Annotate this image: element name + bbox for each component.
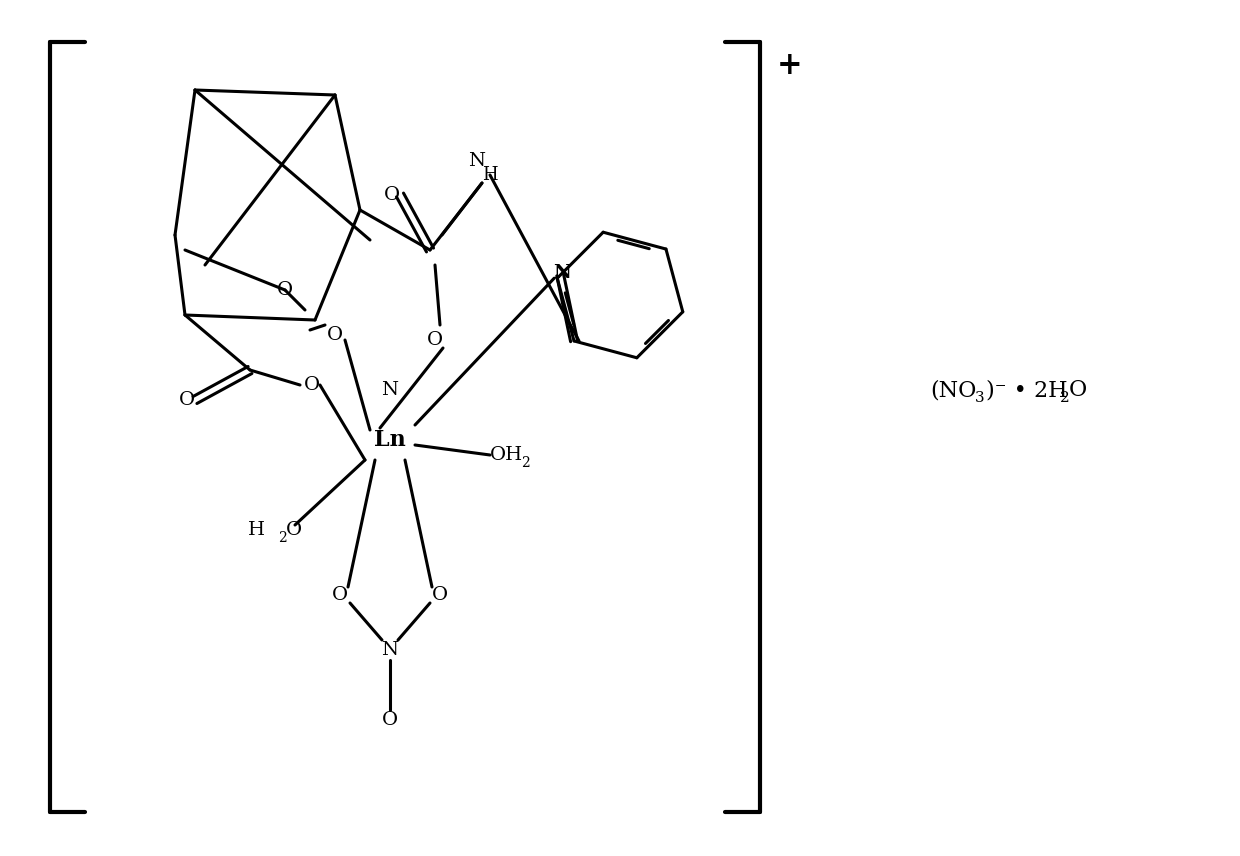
Text: (NO: (NO: [930, 379, 976, 401]
Text: O: O: [1069, 379, 1087, 401]
Text: O: O: [432, 586, 448, 604]
Text: )⁻ • 2H: )⁻ • 2H: [986, 379, 1068, 401]
Text: H: H: [248, 521, 265, 539]
Text: 2: 2: [1060, 391, 1070, 405]
Text: 2: 2: [521, 456, 529, 470]
Text: H: H: [482, 166, 497, 184]
Text: +: +: [777, 50, 802, 80]
Text: OH: OH: [490, 446, 523, 464]
Text: O: O: [277, 281, 293, 299]
Text: O: O: [286, 521, 303, 539]
Text: N: N: [469, 152, 486, 170]
Text: O: O: [384, 186, 401, 204]
Text: 2: 2: [278, 531, 286, 545]
Text: O: O: [427, 331, 443, 349]
Text: N: N: [553, 265, 572, 282]
Text: O: O: [332, 586, 348, 604]
Text: 3: 3: [975, 391, 985, 405]
Text: O: O: [382, 711, 398, 729]
Text: O: O: [327, 326, 343, 344]
Text: Ln: Ln: [374, 429, 405, 451]
Text: O: O: [304, 376, 320, 394]
Text: N: N: [382, 641, 398, 659]
Text: N: N: [382, 381, 398, 399]
Text: O: O: [179, 391, 195, 409]
